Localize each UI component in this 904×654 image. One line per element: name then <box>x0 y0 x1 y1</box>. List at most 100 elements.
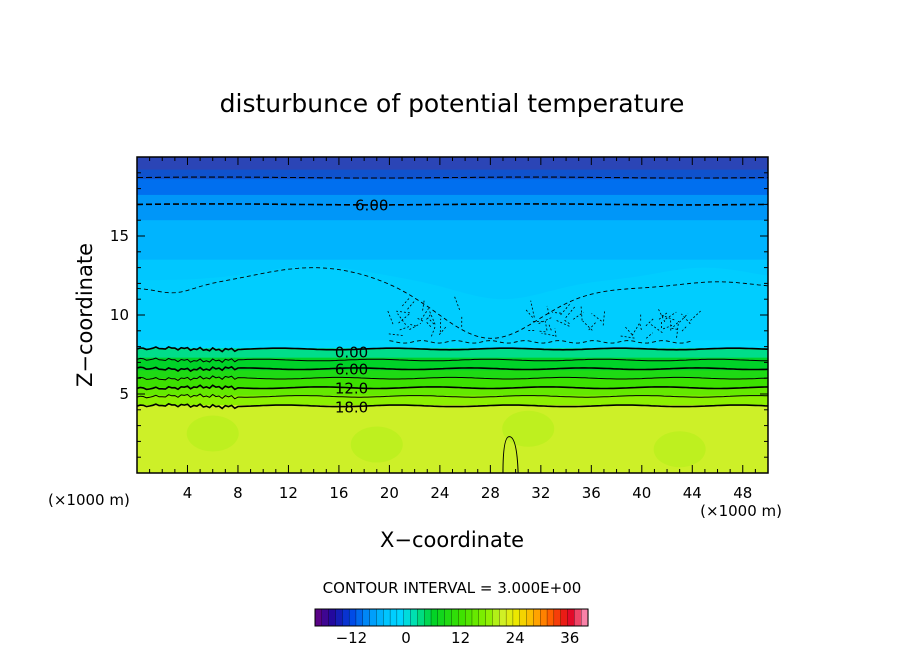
x-tick-label: 28 <box>481 484 500 502</box>
colorbar-cell <box>424 608 432 627</box>
contour-line-negative <box>137 203 768 206</box>
lower-field-patch <box>653 431 706 468</box>
field-band <box>137 340 768 349</box>
colorbar-cell <box>464 608 473 627</box>
colorbar-cell <box>485 608 493 627</box>
field-band <box>137 348 768 359</box>
contour-label: 12.0 <box>335 380 368 398</box>
colorbar-cell <box>430 608 439 627</box>
colorbar-cell <box>512 608 521 627</box>
field-band <box>137 378 768 389</box>
colorbar-cell <box>546 608 555 627</box>
field-band <box>137 220 768 261</box>
colorbar-cell <box>471 608 480 627</box>
colorbar-cell <box>383 608 391 627</box>
x-tick-label: 8 <box>233 484 243 502</box>
colorbar-cell <box>389 608 398 627</box>
colorbar-tick-label: 24 <box>506 629 525 647</box>
x-tick-label: 12 <box>279 484 298 502</box>
colorbar-cell <box>410 608 418 627</box>
chart-title: disturbunce of potential temperature <box>220 89 685 118</box>
colorbar-cell <box>314 608 323 627</box>
colorbar-cell <box>458 608 466 627</box>
colorbar-cell <box>321 608 330 627</box>
upper-field-region <box>137 157 768 300</box>
contour-line <box>137 357 768 363</box>
colorbar-cell <box>478 608 487 627</box>
colorbar-cell <box>328 608 337 627</box>
colorbar-cell <box>499 608 507 627</box>
turbulent-contour <box>619 308 701 339</box>
x-tick-label: 40 <box>632 484 651 502</box>
field-band <box>137 179 768 196</box>
x-tick-label: 24 <box>430 484 449 502</box>
field-band <box>137 169 768 180</box>
colorbar-cell <box>560 608 569 627</box>
x-tick-label: 20 <box>380 484 399 502</box>
contour-interval-text: CONTOUR INTERVAL = 3.000E+00 <box>323 579 582 597</box>
y-axis-label: Z−coordinate <box>73 243 97 387</box>
field-band <box>137 157 768 171</box>
colorbar-cell <box>362 608 371 627</box>
field-band <box>137 259 768 341</box>
colorbar-cell <box>519 608 528 627</box>
field-band <box>137 194 768 221</box>
contour-label: 0.00 <box>335 343 368 361</box>
contour-label: 6.00 <box>355 196 388 214</box>
contour-line-negative <box>389 340 693 344</box>
x-axis-unit-right: (×1000 m) <box>700 502 782 520</box>
contour-line <box>502 436 519 473</box>
lower-field-patch <box>186 415 239 452</box>
colorbar-cell <box>355 608 364 627</box>
field-band <box>137 357 768 371</box>
plot-area <box>137 157 768 473</box>
x-tick-label: 44 <box>683 484 702 502</box>
y-tick-label: 15 <box>110 227 129 245</box>
colorbar-cell <box>581 608 589 627</box>
contour-line <box>137 402 768 410</box>
turbulent-contour <box>524 300 605 337</box>
y-tick-label: 5 <box>119 385 129 403</box>
colorbar-cell <box>417 608 425 627</box>
colorbar-cell <box>444 608 453 627</box>
contour-label: 18.0 <box>335 399 368 417</box>
field-band <box>137 395 768 406</box>
colorbar-frame <box>314 608 589 627</box>
contour-label: 6.00 <box>335 361 368 379</box>
contour-line <box>137 393 768 400</box>
x-tick-label: 36 <box>582 484 601 502</box>
contour-line-negative <box>137 176 768 179</box>
colorbar-cell <box>451 608 459 627</box>
colorbar-cell <box>540 608 548 627</box>
contour-line <box>137 384 768 391</box>
colorbar-cell <box>437 608 446 627</box>
lower-field-patch <box>350 426 403 463</box>
colorbar-cell <box>396 608 405 627</box>
colorbar-cell <box>574 608 582 627</box>
field-band <box>137 387 768 397</box>
field-band <box>137 405 768 473</box>
colorbar-cell <box>376 608 384 627</box>
field-band <box>137 370 768 379</box>
colorbar-cell <box>553 608 562 627</box>
x-axis-label: X−coordinate <box>380 528 524 552</box>
colorbar-cell <box>403 608 412 627</box>
contour-line <box>137 346 768 353</box>
colorbar-cell <box>505 608 514 627</box>
colorbar-tick-label: 0 <box>401 629 411 647</box>
colorbar: −12 0 12 24 36 <box>314 608 589 647</box>
colorbar-tick-label: −12 <box>336 629 368 647</box>
colorbar-tick-label: 12 <box>451 629 470 647</box>
colorbar-cell <box>567 608 575 627</box>
colorbar-cell <box>335 608 343 627</box>
x-tick-label: 16 <box>329 484 348 502</box>
y-tick-label: 10 <box>110 306 129 324</box>
colorbar-cell <box>533 608 541 627</box>
x-tick-label: 32 <box>531 484 550 502</box>
colorbar-cell <box>492 608 500 627</box>
colorbar-cell <box>526 608 534 627</box>
contour-line <box>137 365 768 373</box>
contour-line <box>137 375 768 381</box>
colorbar-cell <box>369 608 377 627</box>
